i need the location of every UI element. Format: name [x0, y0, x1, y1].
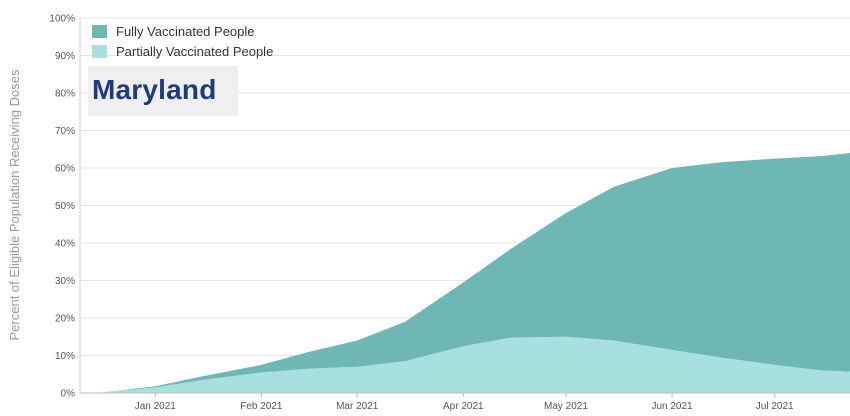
series-areas: [97, 153, 850, 393]
axes: [79, 18, 850, 394]
area-fully-vaccinated-people: [97, 153, 850, 393]
y-tick-label: 10%: [55, 351, 75, 362]
x-tick-labels: Jan 2021 Feb 2021 Mar 2021 Apr 2021 May 2021…: [135, 393, 794, 412]
legend-label-fully: Fully Vaccinated People: [116, 23, 255, 39]
x-tick-label: May 2021: [544, 401, 588, 412]
y-tick-label: 90%: [55, 51, 75, 62]
y-tick-label: 20%: [55, 314, 75, 325]
legend: Fully Vaccinated People Partially Vaccin…: [92, 21, 273, 61]
legend-item-partially[interactable]: Partially Vaccinated People: [92, 41, 273, 61]
legend-label-partially: Partially Vaccinated People: [116, 43, 274, 59]
x-tick-label: Jan 2021: [135, 401, 177, 412]
area-partially-vaccinated-people: [97, 336, 850, 393]
legend-item-fully[interactable]: Fully Vaccinated People: [92, 21, 273, 41]
x-tick-label: Feb 2021: [240, 401, 283, 412]
legend-swatch-fully: [92, 24, 107, 38]
state-title-box: Maryland: [88, 66, 238, 116]
y-axis-label: Percent of Eligible Population Receiving…: [7, 69, 22, 340]
y-tick-label: 40%: [55, 239, 75, 250]
x-tick-label: Mar 2021: [336, 401, 379, 412]
gridlines: [80, 17, 850, 394]
legend-swatch-partially: [92, 44, 107, 58]
y-tick-label: 0%: [61, 389, 76, 400]
x-tick-label: Jul 2021: [756, 401, 794, 412]
y-tick-label: 80%: [55, 89, 75, 100]
y-tick-label: 50%: [55, 201, 75, 212]
y-tick-label: 30%: [55, 276, 75, 287]
x-tick-label: Apr 2021: [443, 401, 484, 412]
y-tick-labels: 0% 10% 20% 30% 40% 50% 60% 70% 80% 90% 100%: [49, 14, 75, 400]
x-tick-label: Jun 2021: [651, 401, 693, 412]
y-tick-label: 70%: [55, 126, 75, 137]
state-title: Maryland: [92, 74, 217, 105]
y-tick-label: 100%: [49, 14, 75, 25]
y-tick-label: 60%: [55, 164, 75, 175]
